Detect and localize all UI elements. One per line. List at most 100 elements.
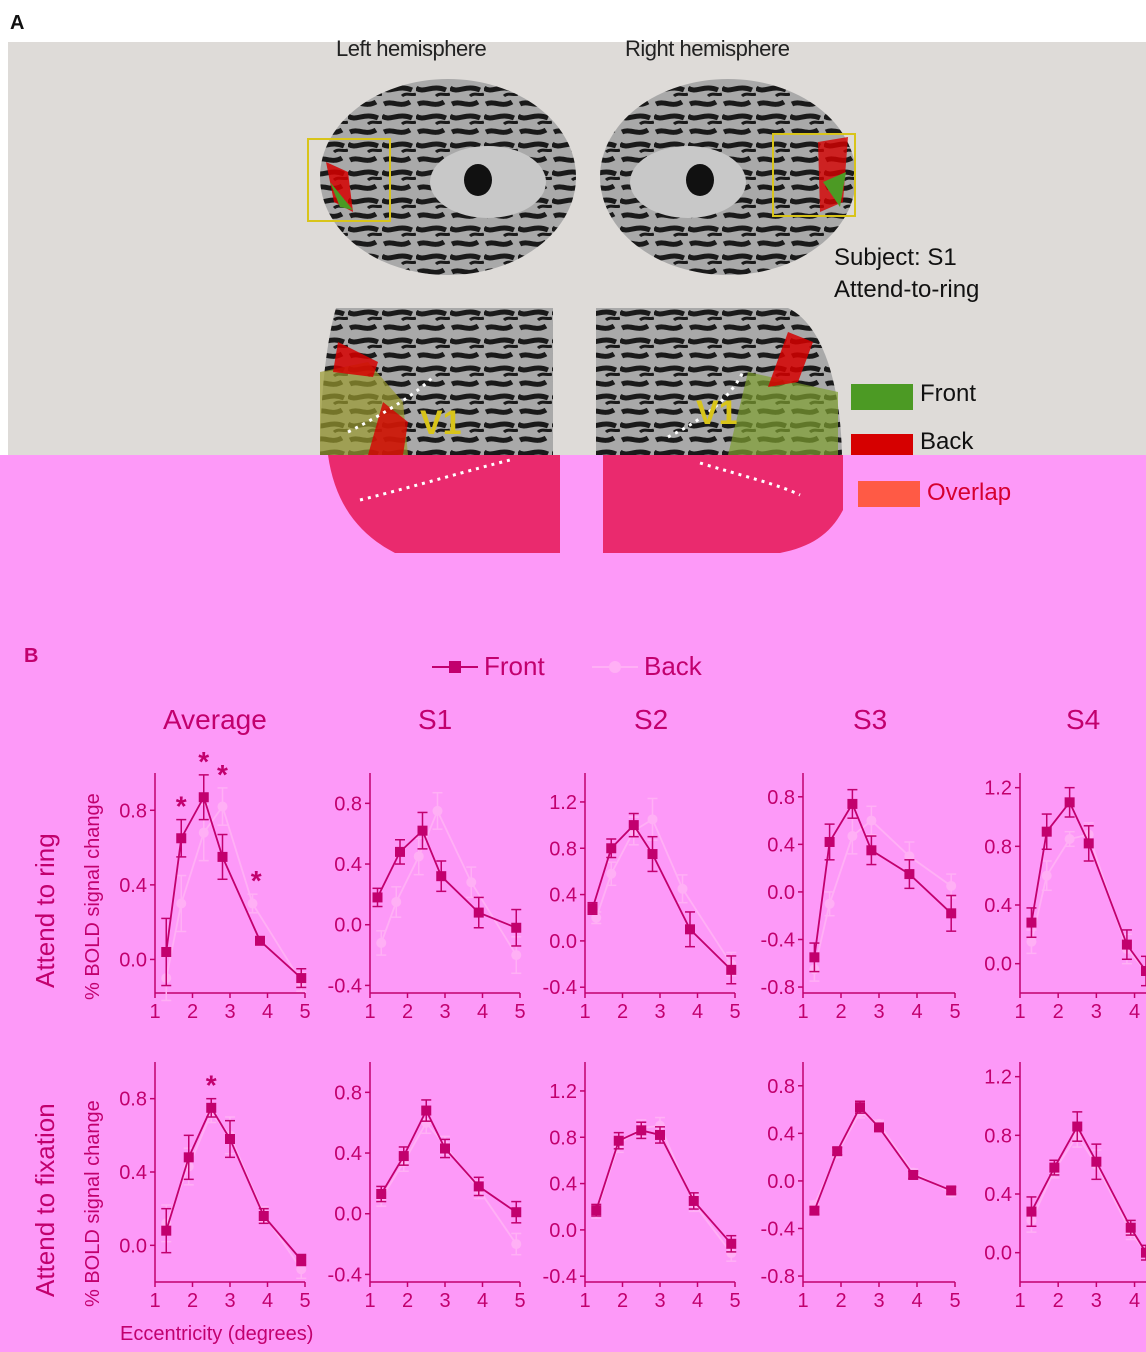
x-tick-label: 5 bbox=[299, 1290, 310, 1312]
y-tick-label: 1.2 bbox=[549, 1081, 577, 1103]
x-tick-label: 5 bbox=[514, 1001, 525, 1023]
significance-marker: * bbox=[198, 746, 209, 777]
data-point-back bbox=[198, 827, 209, 838]
y-tick-label: 0.8 bbox=[119, 800, 147, 822]
x-axis-label: Eccentricity (degrees) bbox=[120, 1323, 314, 1345]
column-title-s2: S2 bbox=[634, 704, 669, 735]
y-tick-label: 0.4 bbox=[984, 895, 1012, 917]
data-point-back bbox=[391, 896, 402, 907]
data-point-front bbox=[908, 1169, 919, 1180]
brain-bottom-overlay bbox=[328, 455, 843, 553]
data-point-front bbox=[421, 1105, 432, 1116]
data-point-front bbox=[824, 836, 835, 847]
y-tick-label: 0.0 bbox=[549, 931, 577, 953]
data-point-front bbox=[685, 924, 695, 935]
data-point-back bbox=[1064, 834, 1075, 844]
x-tick-label: 4 bbox=[692, 1001, 703, 1023]
y-tick-label: -0.8 bbox=[761, 1266, 795, 1288]
data-point-front bbox=[1121, 939, 1132, 950]
x-tick-label: 4 bbox=[262, 1001, 273, 1023]
x-tick-label: 1 bbox=[149, 1001, 160, 1023]
line-plots: 0.0 0.4 0.8 1 2 3 4 5 * * * * -0.4 0.0 0.4 0.8 1 2 3 4 5 -0.4… bbox=[119, 746, 1146, 1312]
legend-front-marker bbox=[432, 661, 478, 673]
data-point-front bbox=[217, 851, 228, 862]
y-tick-label: -0.4 bbox=[328, 975, 362, 997]
series-line-back bbox=[595, 818, 733, 965]
x-tick-label: 2 bbox=[835, 1290, 846, 1312]
data-point-front bbox=[473, 907, 484, 918]
x-tick-label: 4 bbox=[1129, 1290, 1140, 1312]
x-tick-label: 1 bbox=[797, 1290, 808, 1312]
x-tick-label: 2 bbox=[617, 1290, 628, 1312]
v1-label-left: V1 bbox=[420, 404, 462, 442]
y-tick-label: 0.4 bbox=[334, 1143, 362, 1165]
y-tick-label: 0.0 bbox=[334, 1204, 362, 1226]
legend-overlap-swatch bbox=[858, 481, 920, 507]
data-point-front bbox=[1049, 1162, 1060, 1173]
x-tick-label: 5 bbox=[299, 1001, 310, 1023]
data-point-front bbox=[855, 1102, 865, 1113]
data-point-front bbox=[198, 792, 209, 803]
series-line-back bbox=[165, 804, 303, 983]
data-point-front bbox=[628, 820, 639, 831]
left-hemisphere-label: Left hemisphere bbox=[336, 36, 487, 61]
data-point-front bbox=[688, 1195, 699, 1206]
column-title-average: Average bbox=[163, 704, 267, 735]
significance-marker: * bbox=[206, 1070, 217, 1101]
y-tick-label: -0.4 bbox=[761, 929, 795, 951]
data-point-back bbox=[176, 898, 187, 909]
x-tick-label: 1 bbox=[149, 1290, 160, 1312]
data-point-front bbox=[655, 1129, 665, 1140]
data-point-back bbox=[946, 880, 957, 891]
data-point-back bbox=[647, 814, 658, 825]
x-tick-label: 3 bbox=[224, 1001, 235, 1023]
data-point-back bbox=[824, 898, 835, 909]
x-tick-label: 3 bbox=[654, 1001, 665, 1023]
y-tick-label: 1.2 bbox=[984, 1067, 1012, 1089]
panel-a-letter: A bbox=[10, 12, 25, 34]
x-tick-label: 1 bbox=[1014, 1290, 1025, 1312]
data-point-front bbox=[296, 973, 307, 984]
x-tick-label: 4 bbox=[692, 1290, 703, 1312]
series-line-front bbox=[165, 1105, 302, 1261]
data-point-front bbox=[206, 1102, 217, 1113]
data-point-front bbox=[606, 843, 617, 854]
data-point-front bbox=[1064, 797, 1075, 808]
significance-marker: * bbox=[176, 791, 187, 822]
y-tick-label: 0.4 bbox=[549, 885, 577, 907]
y-tick-label: 0.8 bbox=[767, 1076, 795, 1098]
y-tick-label: 0.4 bbox=[767, 1123, 795, 1145]
x-tick-label: 3 bbox=[1091, 1290, 1102, 1312]
data-point-back bbox=[1041, 870, 1052, 881]
data-point-front bbox=[726, 1238, 737, 1249]
y-tick-label: -0.4 bbox=[543, 977, 577, 999]
data-point-back bbox=[1026, 936, 1037, 947]
column-title-s3: S3 bbox=[853, 704, 888, 735]
x-tick-label: 1 bbox=[1014, 1001, 1025, 1023]
y-tick-label: -0.4 bbox=[328, 1264, 362, 1286]
x-tick-label: 3 bbox=[439, 1290, 450, 1312]
x-tick-label: 2 bbox=[402, 1290, 413, 1312]
data-point-front bbox=[1041, 826, 1052, 837]
x-tick-label: 4 bbox=[262, 1290, 273, 1312]
y-tick-label: 0.0 bbox=[119, 1235, 147, 1257]
data-point-front bbox=[255, 935, 265, 946]
legend-b-front-label: Front bbox=[484, 651, 545, 681]
data-point-back bbox=[677, 883, 688, 894]
x-tick-label: 1 bbox=[364, 1290, 375, 1312]
x-tick-label: 2 bbox=[187, 1290, 198, 1312]
data-point-front bbox=[417, 825, 428, 836]
v1-label-right: V1 bbox=[696, 394, 738, 432]
data-point-front bbox=[436, 871, 447, 882]
x-tick-label: 2 bbox=[1053, 1290, 1064, 1312]
data-point-front bbox=[372, 892, 383, 903]
y-tick-label: 0.8 bbox=[984, 836, 1012, 858]
right-hemisphere-label: Right hemisphere bbox=[625, 36, 790, 61]
data-point-front bbox=[591, 1205, 602, 1216]
x-tick-label: 2 bbox=[1053, 1001, 1064, 1023]
data-point-back bbox=[247, 898, 258, 909]
y-tick-label: 0.4 bbox=[119, 1162, 147, 1184]
x-tick-label: 3 bbox=[654, 1290, 665, 1312]
x-tick-label: 5 bbox=[949, 1001, 960, 1023]
y-tick-label: 0.8 bbox=[984, 1125, 1012, 1147]
